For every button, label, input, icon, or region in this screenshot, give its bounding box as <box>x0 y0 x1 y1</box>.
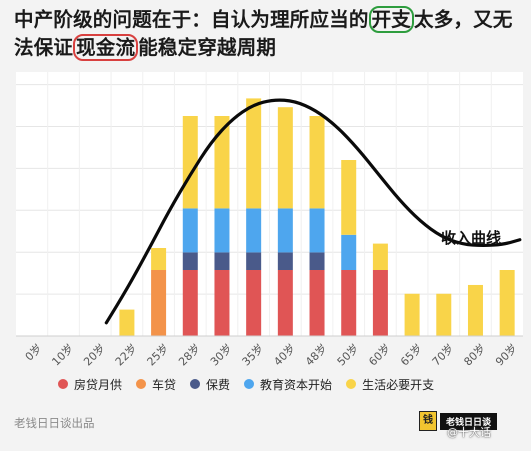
legend-dot <box>244 379 255 389</box>
chart-legend: 房贷月供 车贷 保费 教育资本开始 生活必要开支 <box>58 372 448 396</box>
bar-segment <box>151 248 167 270</box>
legend-item-education: 教育资本开始 <box>244 376 332 393</box>
legend-label: 房贷月供 <box>74 377 123 392</box>
bar-segment <box>214 208 230 253</box>
bar-segment <box>277 270 293 336</box>
legend-label: 保费 <box>206 377 231 392</box>
legend-dot <box>58 379 68 389</box>
bar-segment <box>277 107 293 209</box>
bar-segment <box>372 270 388 336</box>
bar-segment <box>182 116 198 209</box>
legend-label: 车贷 <box>152 377 177 392</box>
x-tick-label: 22岁 <box>112 341 140 369</box>
bar-segment <box>309 116 325 209</box>
x-tick-label: 50岁 <box>334 341 362 369</box>
bar-segment <box>246 208 262 253</box>
legend-dot <box>346 379 357 389</box>
x-tick-label: 35岁 <box>239 341 267 369</box>
bar-segment <box>309 270 325 336</box>
x-tick-label: 30岁 <box>207 341 235 369</box>
x-tick-label: 90岁 <box>492 341 520 369</box>
legend-item-living: 生活必要开支 <box>346 376 434 393</box>
x-tick-label: 28岁 <box>175 341 203 369</box>
x-tick-label: 40岁 <box>271 341 299 369</box>
legend-label: 教育资本开始 <box>260 377 333 392</box>
legend-item-insurance: 保费 <box>190 376 230 393</box>
legend-item-mortgage: 房贷月供 <box>58 376 122 393</box>
chart-title: 中产阶级的问题在于：自认为理所应当的 开支 太多，又无法保证 现金流 能稳定穿越周期 <box>14 6 513 61</box>
bar-segment <box>246 270 262 336</box>
bar-segment <box>246 98 262 209</box>
legend-dot <box>136 379 147 389</box>
bar-segment <box>436 293 452 336</box>
x-tick-label: 48岁 <box>302 341 330 369</box>
x-tick-label: 0岁 <box>22 341 45 364</box>
legend-item-car-loan: 车贷 <box>136 376 176 393</box>
bar-segment <box>119 309 135 336</box>
bar-segment <box>277 208 293 253</box>
bar-segment <box>151 270 167 336</box>
bar-segment <box>341 234 357 270</box>
bar-segment <box>309 208 325 253</box>
brand-name: 老钱日日谈 <box>440 412 498 430</box>
bar-segment <box>214 270 230 336</box>
legend-dot <box>190 379 201 389</box>
bar-segment <box>341 160 357 235</box>
bar-segment <box>214 252 230 270</box>
x-tick-label: 25岁 <box>144 341 172 369</box>
highlight-expenses: 开支 <box>368 6 415 33</box>
watermark: @十大话 <box>447 426 491 439</box>
x-tick-label: 60岁 <box>366 341 394 369</box>
income-curve <box>104 98 522 325</box>
highlight-cashflow: 现金流 <box>73 34 139 61</box>
bar-segment <box>182 252 198 270</box>
bar-segment <box>246 252 262 270</box>
x-tick-label: 20岁 <box>80 341 108 369</box>
bar-segment <box>467 284 483 336</box>
bar-segment <box>341 270 357 336</box>
bar-segment <box>309 252 325 270</box>
coin-icon: 钱 <box>419 411 437 431</box>
bar-segment <box>214 116 230 209</box>
source-credit: 老钱日日谈出品 <box>14 416 95 430</box>
bar-segment <box>182 270 198 336</box>
x-tick-label: 80岁 <box>461 341 489 369</box>
x-tick-label: 65岁 <box>397 341 425 369</box>
bar-segment <box>404 293 420 336</box>
bar-segment <box>499 270 515 336</box>
x-tick-label: 10岁 <box>49 341 77 369</box>
x-tick-label: 70岁 <box>429 341 457 369</box>
income-curve-label: 收入曲线 <box>441 229 501 247</box>
bar-segment <box>182 208 198 253</box>
bar-segment <box>372 243 388 270</box>
legend-label: 生活必要开支 <box>362 377 435 392</box>
brand-badge: 钱 老钱日日谈 <box>419 411 498 431</box>
bar-segment <box>277 252 293 270</box>
